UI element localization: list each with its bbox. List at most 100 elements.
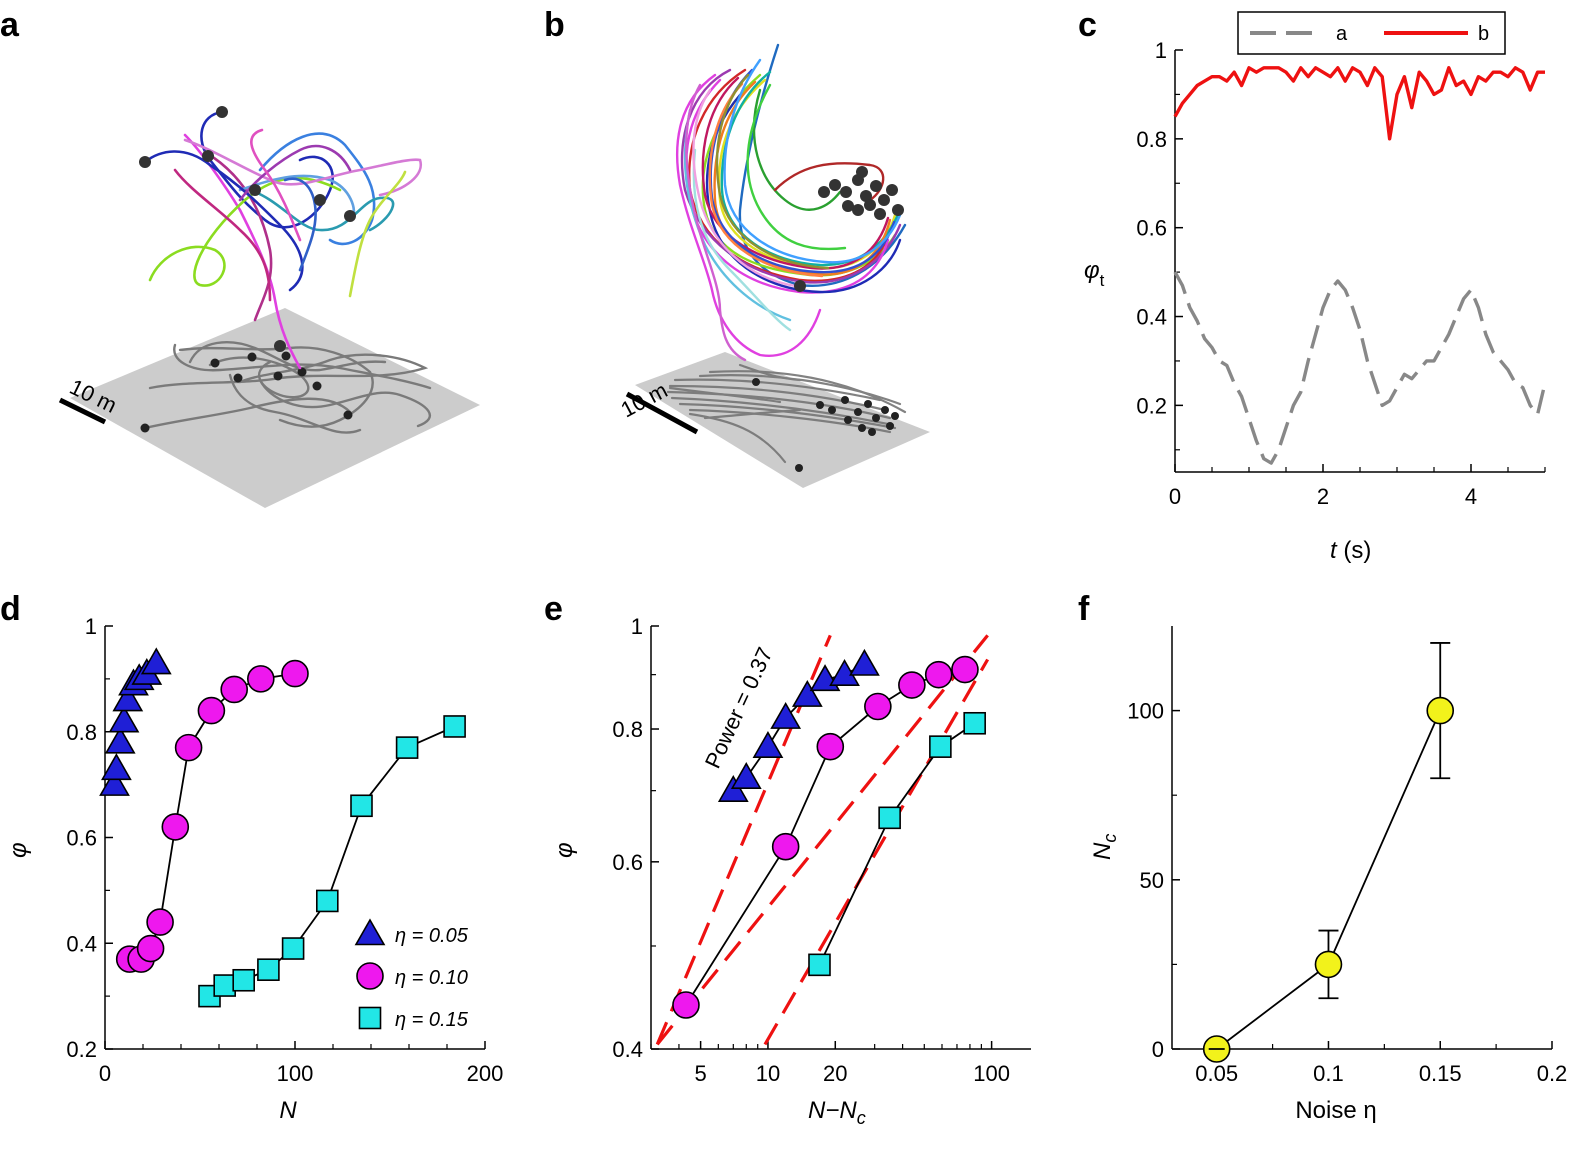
panel-d-series-1-point xyxy=(174,733,203,762)
panel-d-series-2-point xyxy=(443,715,466,738)
panel-c-xtick-label: 2 xyxy=(1317,484,1329,509)
panel-f-xtick-label: 0.15 xyxy=(1419,1061,1462,1086)
panel-d-series-2-point xyxy=(213,974,236,997)
panel-c-chart: a b φt t (s) 0.2 0.4 0.6 0.8 1 0 2 4 xyxy=(1084,11,1547,564)
panel-letter-f: f xyxy=(1078,590,1090,628)
panel-f-point xyxy=(1426,696,1455,725)
panel-d-series-2-line xyxy=(208,725,455,997)
panel-a-ground-dots xyxy=(140,351,353,433)
panel-f-ytick-label: 0 xyxy=(1152,1037,1164,1062)
panel-b-ground-shadows xyxy=(666,363,907,464)
panel-c-legend-label-b: b xyxy=(1478,23,1489,45)
panel-d-xtick-label: 0 xyxy=(99,1061,111,1086)
panel-c-ytick-label: 0.8 xyxy=(1136,127,1167,152)
panel-d-chart: φ N 0.2 0.4 0.6 0.8 1 0 100 200 η = 0.05 η = 0.10… xyxy=(5,614,503,1124)
panel-d-legend-marker-2 xyxy=(358,1006,382,1030)
panel-d-ytick-label: 0.4 xyxy=(66,931,97,956)
panel-e-xtick-label: 20 xyxy=(823,1061,847,1086)
panel-d-series-1-point xyxy=(161,813,190,841)
panel-f-xtick-label: 0.05 xyxy=(1195,1061,1238,1086)
panel-d-series-0-point xyxy=(140,647,172,675)
panel-e-series-0-point xyxy=(730,762,762,789)
panel-d-legend-label-2: η = 0.15 xyxy=(395,1009,469,1031)
panel-d-xlabel: N xyxy=(279,1097,297,1124)
panel-d-series-2-point xyxy=(232,968,255,992)
panel-e-xtick-label: 5 xyxy=(694,1061,706,1086)
panel-a-air-dots xyxy=(139,106,356,352)
panel-b-illustration: 10 m xyxy=(617,43,930,488)
panel-e-series-1-point xyxy=(924,660,953,689)
panel-e-xtick-label: 100 xyxy=(973,1061,1010,1086)
panel-e-series-0-point xyxy=(791,680,823,707)
panel-e-series-1-point xyxy=(951,655,979,684)
panel-d-legend-marker-1 xyxy=(356,962,384,990)
panel-e-xlabel: N−Nc xyxy=(808,1097,866,1128)
panel-d-series-2-point xyxy=(315,889,339,913)
panel-d-series-2-point xyxy=(257,958,280,981)
panel-e-series-2-point xyxy=(808,953,831,977)
panel-d-series-0-point xyxy=(101,753,132,781)
panel-f-ylabel: Nc xyxy=(1089,834,1120,860)
panel-d-series-1-point xyxy=(146,908,174,936)
panel-e-series-0-point xyxy=(770,702,802,729)
panel-d-series-1-point xyxy=(136,934,165,963)
panel-d-series-0-point xyxy=(99,769,130,796)
panel-f-ytick-label: 100 xyxy=(1127,699,1164,724)
panel-a-scale-bar xyxy=(58,397,107,425)
panel-b-air-dots xyxy=(794,166,904,292)
panel-d-ytick-label: 0.8 xyxy=(66,720,97,745)
panel-d-series-1-point xyxy=(281,659,309,688)
panel-d-series-0-point xyxy=(108,705,140,733)
panel-d-ytick-label: 1 xyxy=(85,614,97,639)
panel-e-ytick-label: 1 xyxy=(631,614,643,639)
panel-e-fit-line-2 xyxy=(763,658,990,1046)
panel-letter-e: e xyxy=(544,590,563,628)
panel-d-legend: η = 0.05 η = 0.10 η = 0.15 xyxy=(354,918,469,1031)
panel-c-xtick-label: 4 xyxy=(1465,484,1477,509)
panel-c-ytick-label: 0.6 xyxy=(1136,216,1167,241)
panel-e-xtick-label: 10 xyxy=(756,1061,780,1086)
panel-e-series-2-point xyxy=(963,711,986,735)
panel-c-ytick-label: 1 xyxy=(1155,38,1167,63)
panel-d-series-1-point xyxy=(246,665,275,693)
panel-b-ground-dots xyxy=(752,378,899,472)
panel-d-legend-label-1: η = 0.10 xyxy=(395,967,468,989)
panel-e-ylabel: φ xyxy=(551,842,578,858)
panel-d-series-0-point xyxy=(104,726,136,754)
panel-c-ytick-label: 0.4 xyxy=(1136,305,1167,330)
panel-f-xtick-label: 0.1 xyxy=(1313,1061,1344,1086)
panel-letter-a: a xyxy=(0,6,20,44)
panel-letter-d: d xyxy=(0,590,21,628)
panel-e-series-0-point xyxy=(849,648,880,676)
panel-e-ytick-label: 0.4 xyxy=(612,1037,643,1062)
panel-f-xtick-label: 0.2 xyxy=(1537,1061,1568,1086)
panel-d-legend-marker-0 xyxy=(354,918,386,946)
panel-e-series-2-point xyxy=(929,735,952,758)
panel-a-trajectories xyxy=(143,110,423,370)
panel-e-series-1-point xyxy=(816,732,845,761)
panel-e-series-1-point xyxy=(864,692,892,721)
panel-d-xtick-label: 100 xyxy=(277,1061,314,1086)
panel-f-point xyxy=(1314,950,1343,979)
panel-d-legend-label-0: η = 0.05 xyxy=(395,925,469,947)
panel-f-ytick-label: 50 xyxy=(1140,868,1164,893)
panel-c-xtick-label: 0 xyxy=(1169,484,1181,509)
panel-d-series-1-point xyxy=(197,696,226,725)
panel-d-ytick-label: 0.2 xyxy=(66,1037,97,1062)
panel-d-series-1-point xyxy=(220,675,248,704)
panel-e-chart: φ N−Nc Power = 0.37 0.40.60.815 10 20 100 xyxy=(551,614,1031,1128)
panel-b-trajectories xyxy=(675,43,907,362)
panel-e-fit-line-1 xyxy=(656,634,989,1046)
panel-e-series-1-point xyxy=(898,671,926,699)
panel-e-series-2-line xyxy=(818,722,976,966)
panel-c-ylabel: φt xyxy=(1084,257,1105,290)
panel-c-legend-label-a: a xyxy=(1336,23,1348,45)
panel-d-series-2-point xyxy=(281,937,305,960)
panel-d-xtick-label: 200 xyxy=(467,1061,504,1086)
panel-c-series-a-line xyxy=(1173,271,1547,465)
panel-f-chart: Nc Noise η 0 50 100 0.05 0.1 0.15 0.2 xyxy=(1089,626,1567,1124)
panel-letter-c: c xyxy=(1078,6,1097,44)
panel-letter-b: b xyxy=(544,6,565,44)
panel-d-ylabel: φ xyxy=(5,842,32,858)
